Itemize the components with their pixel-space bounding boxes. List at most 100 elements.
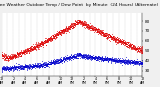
Point <box>47 63 50 64</box>
Point <box>25 66 28 68</box>
Point <box>105 58 108 60</box>
Point <box>16 66 19 68</box>
Point <box>124 61 127 63</box>
Point <box>60 60 62 62</box>
Point <box>99 57 102 59</box>
Point <box>78 54 80 56</box>
Point <box>36 64 38 65</box>
Point <box>58 31 61 32</box>
Point <box>29 65 32 67</box>
Point <box>128 64 131 65</box>
Point <box>47 62 50 63</box>
Point <box>109 59 112 60</box>
Point <box>13 55 15 56</box>
Point <box>106 57 108 58</box>
Point <box>118 41 120 43</box>
Point <box>31 50 33 51</box>
Point <box>117 61 120 62</box>
Point <box>67 57 69 59</box>
Point <box>110 37 112 38</box>
Point <box>8 56 10 57</box>
Point <box>130 59 133 61</box>
Point <box>37 66 40 67</box>
Point <box>92 57 94 59</box>
Point <box>98 57 101 59</box>
Point <box>126 43 128 44</box>
Point <box>84 23 86 25</box>
Point <box>48 37 50 38</box>
Point <box>131 61 134 62</box>
Point <box>131 47 134 49</box>
Point <box>19 55 21 56</box>
Point <box>127 47 130 48</box>
Point <box>1 68 3 69</box>
Point <box>28 65 31 67</box>
Point <box>99 30 101 31</box>
Point <box>34 47 37 48</box>
Point <box>26 50 29 51</box>
Point <box>81 56 83 57</box>
Point <box>1 67 4 69</box>
Point <box>74 56 76 57</box>
Point <box>58 33 61 34</box>
Point <box>40 64 42 65</box>
Point <box>26 49 28 50</box>
Point <box>53 58 55 60</box>
Point <box>88 26 90 28</box>
Point <box>43 64 45 66</box>
Point <box>102 34 105 35</box>
Point <box>60 29 62 31</box>
Point <box>103 55 106 56</box>
Point <box>36 65 39 66</box>
Point <box>45 39 47 40</box>
Point <box>11 67 14 69</box>
Point <box>56 58 58 60</box>
Point <box>104 58 106 59</box>
Point <box>89 26 92 27</box>
Point <box>18 52 20 54</box>
Point <box>126 46 128 48</box>
Point <box>68 27 71 29</box>
Point <box>3 54 6 56</box>
Point <box>80 55 83 56</box>
Point <box>91 27 94 29</box>
Point <box>111 38 114 39</box>
Point <box>16 66 19 68</box>
Point <box>30 50 33 51</box>
Point <box>26 66 28 67</box>
Point <box>118 60 121 62</box>
Point <box>42 43 45 44</box>
Point <box>43 41 45 42</box>
Point <box>111 58 114 60</box>
Point <box>126 44 129 46</box>
Point <box>35 65 37 66</box>
Point <box>36 46 38 47</box>
Point <box>26 48 28 49</box>
Point <box>32 46 35 47</box>
Point <box>54 34 57 35</box>
Point <box>101 58 104 59</box>
Point <box>52 60 54 61</box>
Point <box>67 28 70 29</box>
Point <box>46 39 49 41</box>
Point <box>63 60 65 61</box>
Point <box>100 34 103 36</box>
Point <box>58 59 61 61</box>
Point <box>27 48 30 49</box>
Point <box>13 66 16 68</box>
Point <box>8 68 10 70</box>
Point <box>68 57 70 58</box>
Point <box>97 31 100 32</box>
Point <box>80 56 82 58</box>
Point <box>115 59 118 60</box>
Point <box>71 23 74 25</box>
Point <box>31 65 33 67</box>
Point <box>120 59 123 60</box>
Point <box>119 39 122 40</box>
Point <box>56 33 58 34</box>
Point <box>78 54 81 55</box>
Point <box>34 64 37 65</box>
Point <box>108 36 111 37</box>
Point <box>96 58 98 59</box>
Point <box>125 43 128 44</box>
